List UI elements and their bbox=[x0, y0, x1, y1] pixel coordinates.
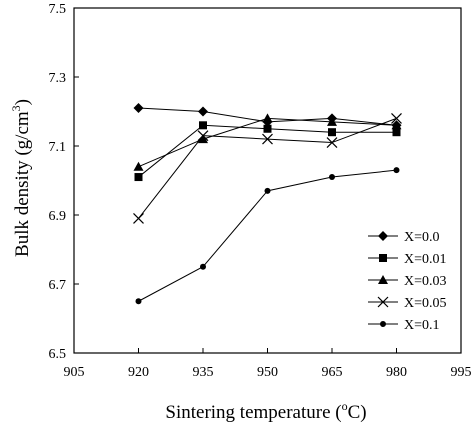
data-point bbox=[263, 124, 272, 133]
y-tick-label: 6.9 bbox=[49, 209, 67, 224]
x-tick-label: 995 bbox=[451, 365, 472, 380]
data-point bbox=[200, 263, 206, 270]
x-tick-label: 965 bbox=[322, 365, 343, 380]
legend-item: X=0.0 bbox=[368, 230, 440, 245]
y-tick-label: 7.5 bbox=[49, 2, 67, 17]
x-tick-label: 920 bbox=[128, 365, 149, 380]
data-point bbox=[197, 130, 209, 142]
data-point bbox=[262, 113, 273, 123]
data-point bbox=[391, 120, 402, 130]
legend-label: X=0.05 bbox=[404, 296, 447, 311]
legend-label: X=0.01 bbox=[404, 252, 447, 267]
plot-border bbox=[73, 7, 462, 354]
data-point bbox=[329, 174, 335, 181]
plot-frame bbox=[73, 7, 462, 354]
legend-marker bbox=[378, 231, 388, 241]
data-point bbox=[328, 128, 336, 137]
legend-marker bbox=[378, 275, 388, 284]
legend-marker bbox=[380, 321, 386, 327]
data-point bbox=[198, 106, 208, 117]
x-tick-label: 935 bbox=[193, 365, 214, 380]
series-5 bbox=[135, 167, 400, 305]
x-axis-title: Sintering temperature (oC) bbox=[165, 399, 366, 423]
data-point bbox=[133, 103, 144, 114]
y-tick-label: 6.7 bbox=[49, 278, 67, 293]
legend-marker bbox=[379, 254, 387, 262]
y-axis-title: Bulk density (g/cm3) bbox=[9, 99, 33, 257]
data-point bbox=[133, 161, 144, 171]
legend-item: X=0.1 bbox=[368, 318, 440, 333]
data-point bbox=[326, 137, 338, 148]
data-point bbox=[135, 298, 142, 305]
series-line bbox=[138, 117, 397, 219]
x-tick-label: 950 bbox=[257, 365, 278, 380]
data-point bbox=[199, 121, 207, 130]
legend-label: X=0.03 bbox=[404, 274, 447, 289]
series-layer bbox=[133, 103, 402, 305]
series-3 bbox=[133, 113, 402, 171]
data-point bbox=[392, 128, 401, 137]
legend-item: X=0.03 bbox=[368, 274, 447, 289]
legend-label: X=0.1 bbox=[404, 318, 440, 333]
data-point bbox=[134, 173, 143, 182]
data-point bbox=[264, 187, 271, 194]
series-2 bbox=[134, 121, 401, 182]
data-point bbox=[198, 134, 208, 144]
data-point bbox=[262, 133, 273, 145]
legend-label: X=0.0 bbox=[404, 230, 440, 245]
data-point bbox=[133, 213, 144, 224]
data-point bbox=[391, 112, 402, 124]
legend-item: X=0.01 bbox=[368, 252, 447, 267]
y-tick-label: 7.3 bbox=[49, 71, 67, 86]
legend-marker bbox=[377, 296, 389, 308]
y-tick-label: 7.1 bbox=[49, 140, 67, 155]
y-tick-label: 6.5 bbox=[49, 347, 67, 362]
legend: X=0.0 X=0.01 X=0.03 X=0.05 X=0.1 bbox=[368, 230, 447, 333]
x-tick-label: 905 bbox=[64, 365, 85, 380]
axis-ticks: 905 920 935 950 965 980 995 6.5 6.7 6.9 7.1 7.3 7.5 bbox=[49, 2, 472, 380]
x-tick-label: 980 bbox=[386, 365, 407, 380]
data-point bbox=[393, 167, 400, 174]
data-point bbox=[327, 116, 337, 126]
legend-item: X=0.05 bbox=[368, 296, 447, 311]
series-4 bbox=[133, 112, 402, 224]
